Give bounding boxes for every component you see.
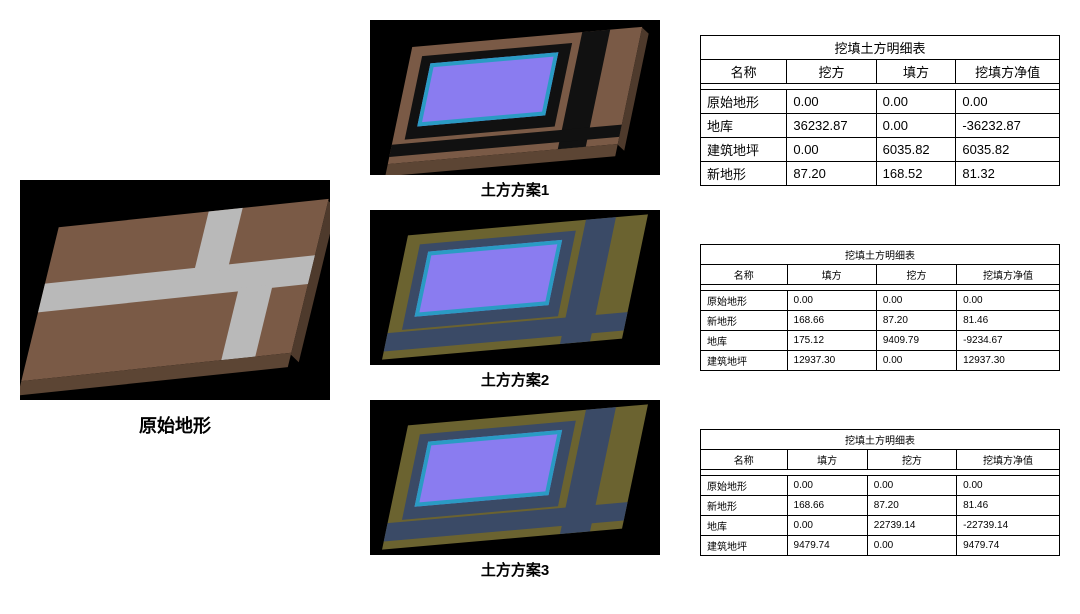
- table-2: 挖填土方明细表 名称 填方 挖方 挖填方净值 原始地形0.000.000.00 …: [700, 244, 1060, 371]
- table-row: 建筑地坪12937.300.0012937.30: [701, 351, 1060, 371]
- table-1-col-2: 填方: [876, 60, 956, 84]
- table-3-col-2: 挖方: [867, 450, 956, 470]
- scheme-3-caption: 土方方案3: [370, 559, 660, 580]
- table-row: 地库0.0022739.14-22739.14: [701, 516, 1060, 536]
- scheme-2-image: [370, 210, 660, 365]
- table-1-col-1: 挖方: [787, 60, 876, 84]
- tables-column: 挖填土方明细表 名称 挖方 填方 挖填方净值 原始地形0.000.000.00 …: [700, 35, 1060, 614]
- table-2-col-0: 名称: [701, 265, 788, 285]
- table-row: 建筑地坪0.006035.826035.82: [701, 138, 1060, 162]
- table-3-col-0: 名称: [701, 450, 788, 470]
- table-2-wrap: 挖填土方明细表 名称 填方 挖方 挖填方净值 原始地形0.000.000.00 …: [700, 244, 1060, 371]
- original-terrain-block: 原始地形: [20, 180, 330, 438]
- table-3-wrap: 挖填土方明细表 名称 填方 挖方 挖填方净值 原始地形0.000.000.00 …: [700, 429, 1060, 556]
- table-3-col-3: 挖填方净值: [957, 450, 1060, 470]
- table-row: 新地形168.6687.2081.46: [701, 311, 1060, 331]
- table-row: 地库175.129409.79-9234.67: [701, 331, 1060, 351]
- table-1-col-0: 名称: [701, 60, 787, 84]
- table-2-col-2: 挖方: [876, 265, 956, 285]
- scheme-1-image: [370, 20, 660, 175]
- table-2-col-1: 填方: [787, 265, 876, 285]
- table-row: 新地形87.20168.5281.32: [701, 162, 1060, 186]
- scheme-3-block: 土方方案3: [370, 400, 660, 580]
- original-terrain-caption: 原始地形: [20, 412, 330, 438]
- table-row: 原始地形0.000.000.00: [701, 291, 1060, 311]
- scheme-3-image: [370, 400, 660, 555]
- scheme-2-caption: 土方方案2: [370, 369, 660, 390]
- scheme-1-caption: 土方方案1: [370, 179, 660, 200]
- table-3: 挖填土方明细表 名称 填方 挖方 挖填方净值 原始地形0.000.000.00 …: [700, 429, 1060, 556]
- table-row: 原始地形0.000.000.00: [701, 476, 1060, 496]
- table-1-title: 挖填土方明细表: [701, 36, 1060, 60]
- table-row: 原始地形0.000.000.00: [701, 90, 1060, 114]
- scheme-2-block: 土方方案2: [370, 210, 660, 390]
- scheme-1-block: 土方方案1: [370, 20, 660, 200]
- table-row: 建筑地坪9479.740.009479.74: [701, 536, 1060, 556]
- schemes-column: 土方方案1 土方方案2 土方方案3: [370, 20, 660, 590]
- table-1: 挖填土方明细表 名称 挖方 填方 挖填方净值 原始地形0.000.000.00 …: [700, 35, 1060, 186]
- table-2-title: 挖填土方明细表: [701, 245, 1060, 265]
- table-row: 地库36232.870.00-36232.87: [701, 114, 1060, 138]
- table-3-title: 挖填土方明细表: [701, 430, 1060, 450]
- table-1-wrap: 挖填土方明细表 名称 挖方 填方 挖填方净值 原始地形0.000.000.00 …: [700, 35, 1060, 186]
- table-row: 新地形168.6687.2081.46: [701, 496, 1060, 516]
- table-2-col-3: 挖填方净值: [957, 265, 1060, 285]
- table-1-col-3: 挖填方净值: [956, 60, 1060, 84]
- original-terrain-image: [20, 180, 330, 400]
- table-3-col-1: 填方: [787, 450, 867, 470]
